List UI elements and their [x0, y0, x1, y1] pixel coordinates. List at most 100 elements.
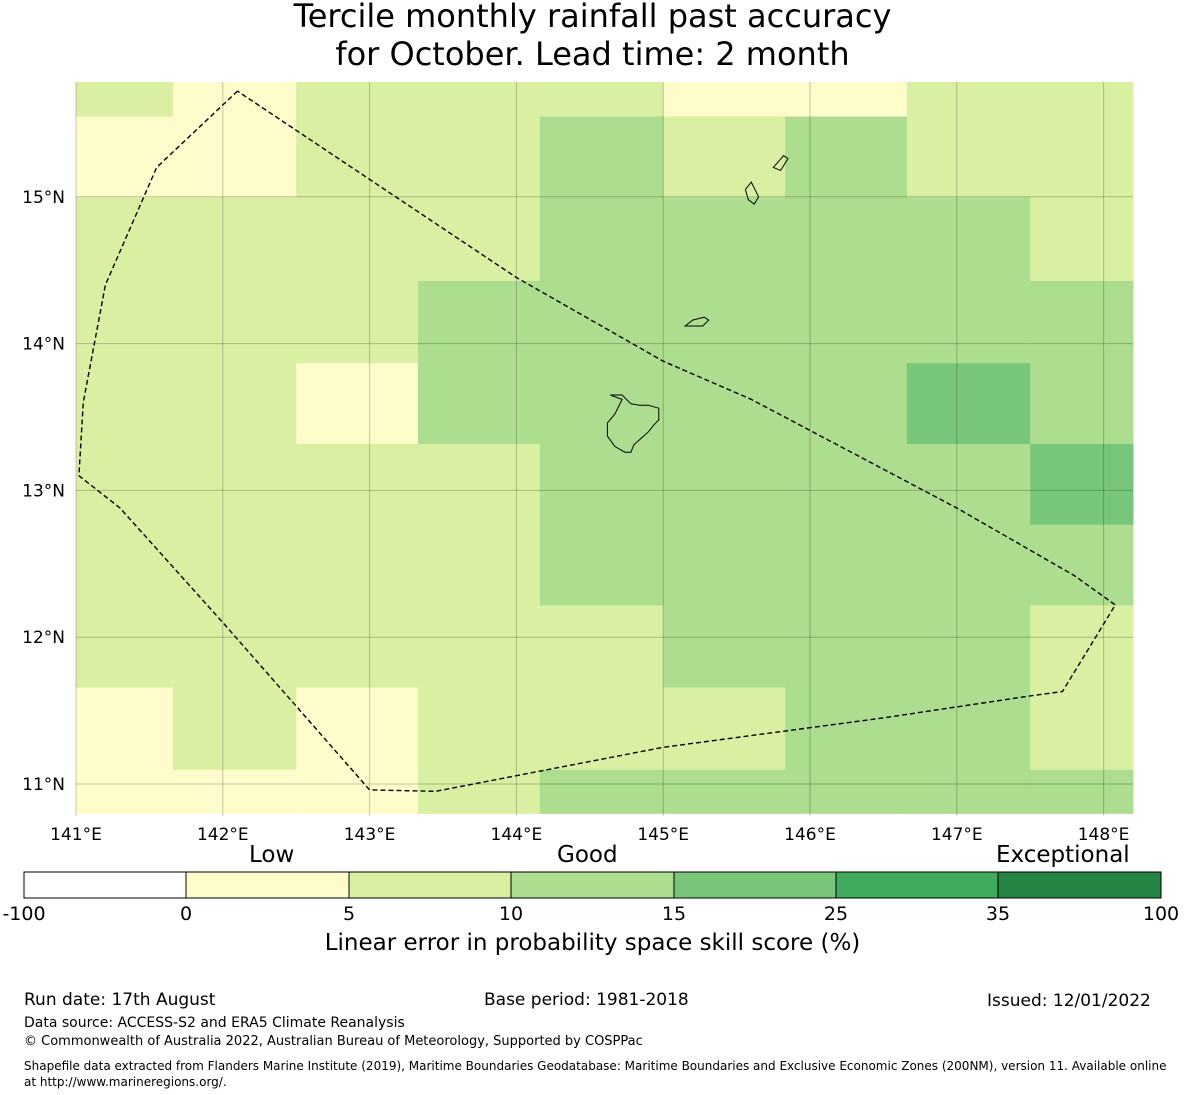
legend-exceptional-label: Exceptional: [996, 842, 1130, 868]
grid-cell: [906, 687, 1031, 770]
grid-cell: [1030, 280, 1134, 364]
grid-cell: [76, 116, 174, 198]
grid-cell: [785, 280, 908, 364]
grid-cell: [663, 604, 786, 688]
grid-cell: [539, 82, 664, 117]
grid-cell: [1030, 362, 1134, 444]
grid-cell: [663, 196, 786, 281]
y-tick-label: 15°N: [22, 188, 65, 208]
legend-good-label: Good: [557, 842, 618, 868]
grid-cell: [663, 362, 786, 444]
colorbar-label: Linear error in probability space skill …: [324, 930, 861, 956]
grid-cell: [418, 116, 541, 198]
grid-cell: [785, 524, 908, 606]
grid-cell: [1030, 687, 1134, 770]
x-tick-label: 144°E: [491, 825, 543, 845]
island-outline: [606, 394, 660, 453]
grid-cell: [906, 196, 1031, 281]
grid-cell: [76, 604, 174, 688]
grid-cell: [906, 769, 1031, 814]
longitude-tick-labels: 141°E 142°E 143°E 144°E 145°E 146°E 147°E 148°E: [50, 825, 1129, 845]
legend-low-label: Low: [249, 842, 295, 868]
grid-cell: [539, 280, 664, 364]
y-tick-label: 13°N: [22, 481, 65, 501]
grid-cell: [172, 362, 297, 444]
grid-cell: [539, 116, 664, 198]
island-outlines: [606, 155, 789, 453]
eez-boundary: [78, 90, 1117, 793]
map-gridlines: [75, 82, 1133, 816]
grid-cell: [906, 82, 1031, 117]
grid-cell: [76, 687, 174, 770]
skill-grid: [76, 82, 1134, 814]
grid-cell: [418, 687, 541, 770]
grid-cell: [906, 604, 1031, 688]
chart-title-line2: for October. Lead time: 2 month: [335, 35, 850, 73]
grid-cell: [906, 280, 1031, 364]
grid-cell: [785, 196, 908, 281]
grid-cell: [1030, 604, 1134, 688]
grid-cell: [785, 687, 908, 770]
grid-cell: [76, 524, 174, 606]
grid-cell: [418, 443, 541, 525]
grid-cell: [663, 687, 786, 770]
grid-cell: [663, 82, 786, 117]
grid-cell: [76, 362, 174, 444]
issued-date: Issued: 12/01/2022: [987, 991, 1151, 1011]
grid-cell: [663, 524, 786, 606]
grid-cell: [296, 82, 419, 117]
grid-cell: [296, 524, 419, 606]
data-source: Data source: ACCESS-S2 and ERA5 Climate …: [24, 1015, 405, 1031]
grid-cell: [663, 769, 786, 814]
grid-cell: [296, 116, 419, 198]
grid-cell: [663, 443, 786, 525]
grid-cell: [296, 280, 419, 364]
grid-cell: [296, 604, 419, 688]
grid-cell: [1030, 524, 1134, 606]
grid-cell: [418, 604, 541, 688]
grid-cell: [1030, 116, 1134, 198]
y-tick-label: 11°N: [22, 775, 65, 795]
grid-cell: [76, 196, 174, 281]
grid-cell: [1030, 769, 1134, 814]
grid-cell: [172, 82, 297, 117]
grid-cell: [418, 524, 541, 606]
grid-cell: [418, 82, 541, 117]
x-tick-label: 141°E: [50, 825, 102, 845]
grid-cell: [785, 443, 908, 525]
grid-cell: [663, 116, 786, 198]
grid-cell: [418, 196, 541, 281]
island-outline: [772, 155, 789, 172]
island-outline: [683, 316, 710, 327]
grid-cell: [172, 687, 297, 770]
grid-cell: [172, 196, 297, 281]
x-tick-label: 143°E: [344, 825, 396, 845]
grid-cell: [906, 443, 1031, 525]
grid-cell: [418, 362, 541, 444]
grid-cell: [1030, 82, 1134, 117]
latitude-tick-labels: 15°N 14°N 13°N 12°N 11°N: [22, 188, 65, 795]
grid-cell: [539, 604, 664, 688]
grid-cell: [76, 443, 174, 525]
grid-cell: [172, 769, 297, 814]
x-tick-label: 147°E: [931, 825, 983, 845]
y-tick-label: 12°N: [22, 628, 65, 648]
grid-cell: [418, 769, 541, 814]
grid-cell: [172, 524, 297, 606]
y-tick-label: 14°N: [22, 335, 65, 355]
grid-cell: [539, 443, 664, 525]
grid-cell: [296, 687, 419, 770]
grid-cell: [906, 116, 1031, 198]
grid-cell: [785, 82, 908, 117]
grid-cell: [539, 362, 664, 444]
grid-cell: [539, 196, 664, 281]
grid-cell: [906, 362, 1031, 444]
grid-cell: [76, 769, 174, 814]
x-tick-label: 142°E: [197, 825, 249, 845]
island-outline: [744, 181, 760, 205]
grid-cell: [172, 116, 297, 198]
grid-cell: [785, 362, 908, 444]
grid-cell: [785, 604, 908, 688]
run-date: Run date: 17th August: [24, 990, 216, 1010]
grid-cell: [76, 280, 174, 364]
